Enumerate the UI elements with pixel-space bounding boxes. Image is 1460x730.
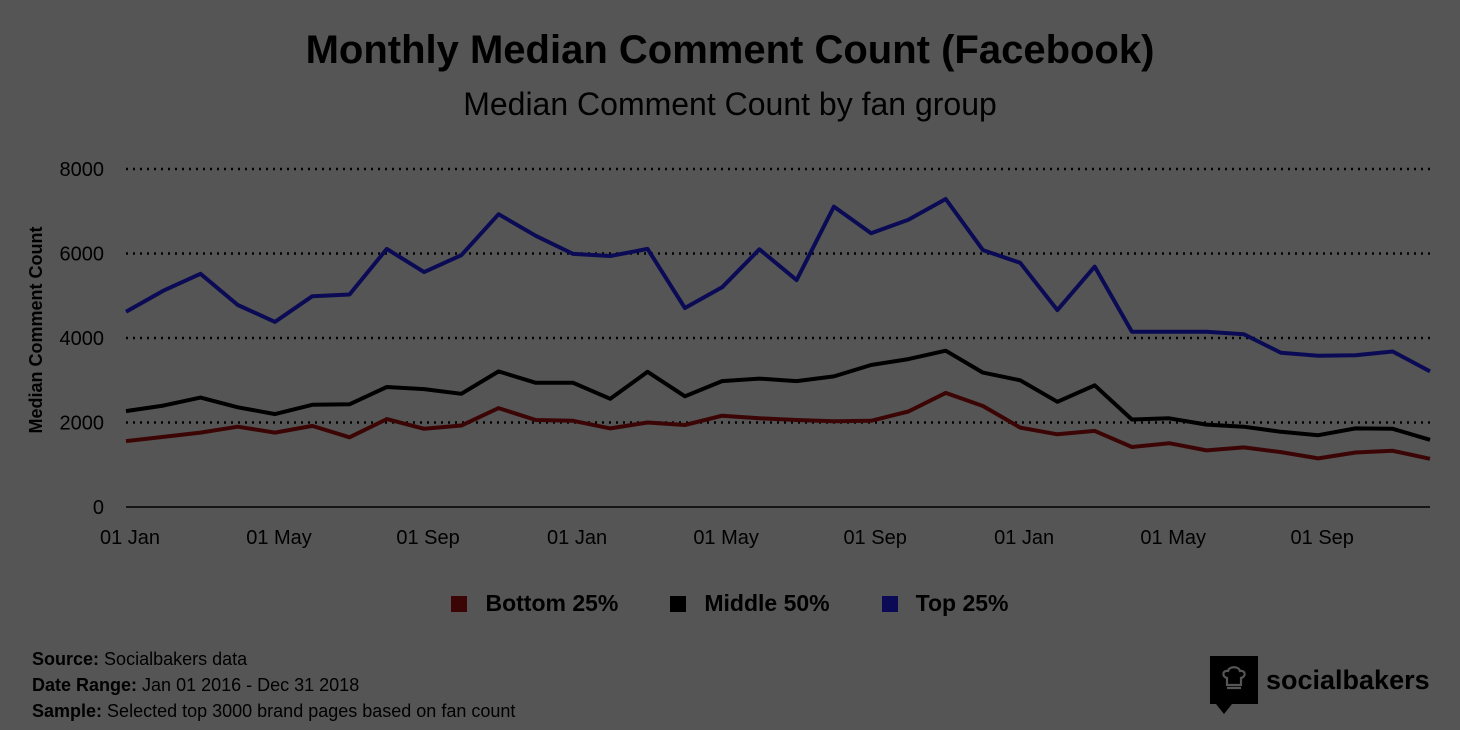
series-line-middle-50 bbox=[125, 348, 1431, 442]
series-line-bottom-25 bbox=[125, 390, 1431, 461]
x-tick-labels: 01 Jan 01 May 01 Sep 01 Jan 01 May 01 Sep 01 J… bbox=[100, 527, 1354, 549]
chef-hat-icon bbox=[1210, 656, 1258, 714]
y-tick-label: 6000 bbox=[60, 244, 105, 266]
x-tick-label: 01 May bbox=[693, 527, 759, 549]
legend-swatch bbox=[881, 595, 898, 612]
footer-notes: Source: Socialbakers data Date Range: Ja… bbox=[32, 646, 515, 724]
legend-label: Middle 50% bbox=[704, 590, 830, 616]
series-line-top-25 bbox=[125, 197, 1431, 374]
brand-logo: socialbakers bbox=[1210, 656, 1430, 714]
y-tick-label: 0 bbox=[93, 497, 104, 519]
x-tick-label: 01 Sep bbox=[1291, 527, 1354, 549]
x-tick-label: 01 Sep bbox=[396, 527, 459, 549]
sample-line: Sample: Selected top 3000 brand pages ba… bbox=[32, 698, 515, 724]
legend-swatch bbox=[451, 595, 468, 612]
y-axis-label: Median Comment Count bbox=[26, 227, 46, 434]
legend-label: Bottom 25% bbox=[485, 590, 619, 616]
brand-name: socialbakers bbox=[1266, 664, 1430, 695]
x-tick-label: 01 Jan bbox=[100, 527, 160, 549]
date-range-value: Jan 01 2016 - Dec 31 2018 bbox=[142, 675, 360, 695]
legend-item: Top 25% bbox=[881, 590, 1009, 617]
sample-label: Sample: bbox=[32, 701, 103, 721]
y-tick-label: 2000 bbox=[60, 413, 105, 435]
legend-item: Middle 50% bbox=[670, 590, 830, 617]
chart-subtitle: Median Comment Count by fan group bbox=[463, 86, 997, 122]
legend-item: Bottom 25% bbox=[451, 590, 618, 617]
legend-label: Top 25% bbox=[915, 590, 1009, 616]
x-tick-label: 01 Jan bbox=[994, 527, 1054, 549]
source-line: Source: Socialbakers data bbox=[32, 646, 515, 672]
source-value: Socialbakers data bbox=[104, 649, 248, 669]
x-tick-label: 01 Sep bbox=[843, 527, 906, 549]
chart-title: Monthly Median Comment Count (Facebook) bbox=[305, 28, 1155, 72]
legend-swatch bbox=[670, 595, 687, 612]
date-range-label: Date Range: bbox=[32, 675, 138, 695]
grid-lines bbox=[126, 167, 1430, 508]
source-label: Source: bbox=[32, 649, 100, 669]
legend: Bottom 25% Middle 50% Top 25% bbox=[0, 590, 1460, 617]
x-tick-label: 01 Jan bbox=[547, 527, 607, 549]
x-tick-label: 01 May bbox=[246, 527, 312, 549]
y-tick-label: 4000 bbox=[60, 328, 105, 350]
x-tick-label: 01 May bbox=[1140, 527, 1206, 549]
series-lines bbox=[125, 197, 1431, 461]
date-range-line: Date Range: Jan 01 2016 - Dec 31 2018 bbox=[32, 672, 515, 698]
sample-value: Selected top 3000 brand pages based on f… bbox=[107, 701, 516, 721]
y-tick-labels: 0 2000 4000 6000 8000 bbox=[60, 159, 105, 519]
y-tick-label: 8000 bbox=[60, 159, 105, 181]
